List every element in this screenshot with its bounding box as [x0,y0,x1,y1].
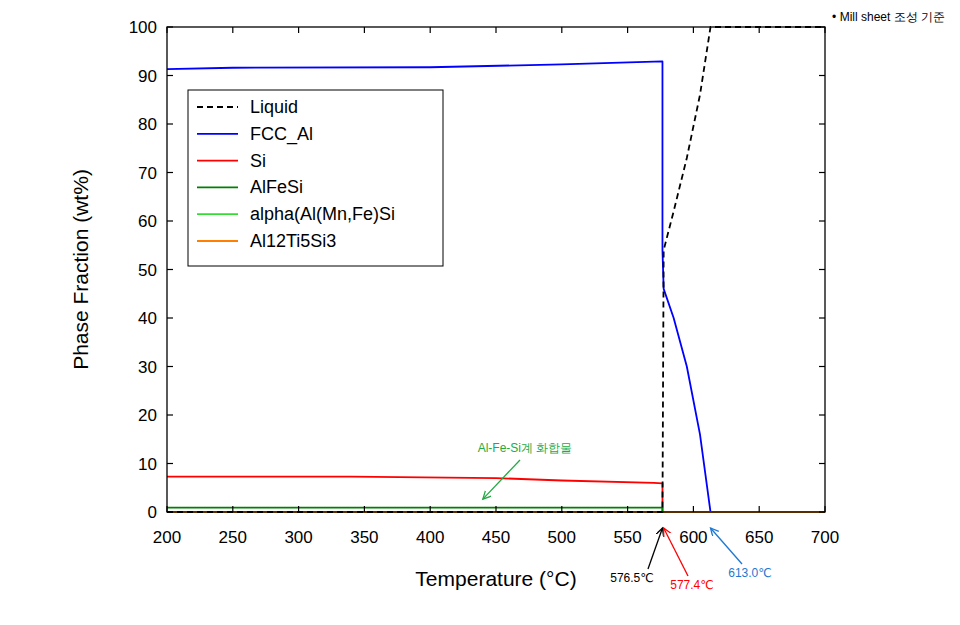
annotation-arrow [711,528,742,564]
chart: • Mill sheet 조성 기준2002503003504004505005… [0,0,960,625]
x-tick [759,506,760,512]
legend-box [188,90,443,266]
y-tick-label: 20 [138,406,157,425]
x-tick [693,506,694,512]
legend-swatch [197,133,238,135]
x-tick [232,506,233,512]
y-tick [167,366,173,367]
y-tick-right [819,317,825,318]
y-tick-label: 40 [138,309,157,328]
x-tick [166,506,167,512]
x-tick-label: 400 [416,528,444,547]
x-tick-top [298,27,299,33]
legend-label: FCC_Al [250,124,313,145]
series-line [167,61,825,512]
note: • Mill sheet 조성 기준 [832,10,945,24]
annotation-text: 577.4℃ [670,578,714,592]
x-tick-label: 200 [153,528,181,547]
annotation-text: 576.5℃ [610,571,654,585]
series-group [167,27,825,512]
y-tick-label: 90 [138,67,157,86]
x-tick-label: 550 [613,528,641,547]
legend-label: AlFeSi [250,177,303,197]
x-tick [298,506,299,512]
x-tick [495,506,496,512]
y-tick-right [819,463,825,464]
annotation-arrow [664,528,688,576]
y-tick [167,511,173,512]
y-tick [167,172,173,173]
y-tick-right [819,414,825,415]
legend-swatch [197,213,238,215]
x-tick-label: 250 [219,528,247,547]
legend-swatch [197,160,238,162]
y-tick-label: 10 [138,455,157,474]
y-tick-label: 80 [138,115,157,134]
y-tick-label: 0 [148,503,157,522]
y-tick-label: 50 [138,261,157,280]
x-tick [364,506,365,512]
annotation-arrow [648,528,662,569]
y-tick [167,414,173,415]
y-tick-label: 70 [138,164,157,183]
y-tick [167,123,173,124]
legend-label: alpha(Al(Mn,Fe)Si [250,204,395,224]
x-tick [824,506,825,512]
legend-label: Al12Ti5Si3 [250,231,336,251]
annotation-text: Al-Fe-Si계 화합물 [478,441,573,455]
y-tick [167,75,173,76]
x-tick-top [824,27,825,33]
y-tick [167,269,173,270]
y-tick-right [819,269,825,270]
x-tick [627,506,628,512]
x-tick-label: 300 [284,528,312,547]
series-line [167,477,825,512]
legend-swatch [197,186,238,188]
x-tick [561,506,562,512]
y-tick-label: 100 [129,18,157,37]
x-tick-top [166,27,167,33]
y-tick [167,317,173,318]
y-tick-right [819,172,825,173]
plot-frame [167,27,825,512]
annotation-text: 613.0℃ [728,566,772,580]
y-tick-right [819,123,825,124]
x-tick-top [364,27,365,33]
x-tick-label: 350 [350,528,378,547]
legend-swatch [197,106,238,108]
y-tick [167,463,173,464]
x-tick [430,506,431,512]
y-tick [167,26,173,27]
x-tick-label: 650 [745,528,773,547]
y-tick-right [819,366,825,367]
y-tick-right [819,26,825,27]
x-axis-label: Temperature (°C) [415,567,576,590]
legend-label: Si [250,151,266,171]
x-tick-top [759,27,760,33]
y-tick-right [819,75,825,76]
legend: Liquid FCC_Al Si AlFeSi alpha(Al(Mn,Fe)Si Al1… [188,90,443,266]
y-tick-right [819,511,825,512]
y-tick-right [819,220,825,221]
legend-swatch [197,240,238,242]
annotation-arrow [483,460,520,499]
x-tick-top [430,27,431,33]
y-tick-label: 60 [138,212,157,231]
y-tick [167,220,173,221]
x-tick-label: 700 [811,528,839,547]
x-tick-top [232,27,233,33]
x-tick-top [627,27,628,33]
x-tick-label: 500 [548,528,576,547]
y-tick-label: 30 [138,358,157,377]
y-axis-label: Phase Fraction (wt%) [69,169,92,370]
x-tick-top [693,27,694,33]
x-tick-top [495,27,496,33]
x-tick-label: 600 [679,528,707,547]
x-tick-top [561,27,562,33]
legend-label: Liquid [250,97,298,117]
x-tick-label: 450 [482,528,510,547]
series-line [167,27,825,512]
